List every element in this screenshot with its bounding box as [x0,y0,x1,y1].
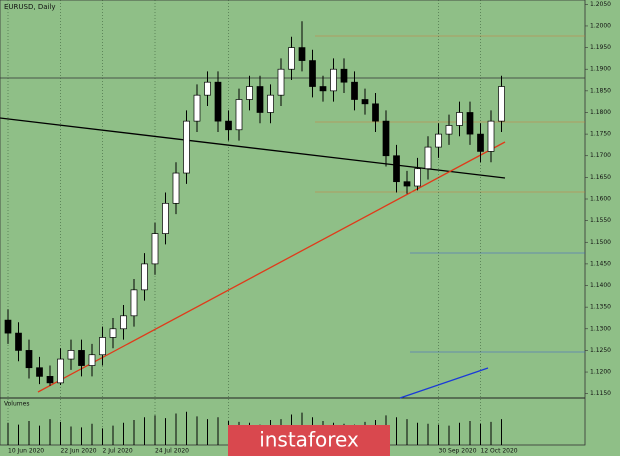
trend-line [0,117,506,179]
candle-body [361,99,369,105]
y-tick-label: 1.1300 [590,325,611,332]
candle-body [46,376,54,384]
candle-body [25,350,33,369]
candle-body [67,350,75,360]
channel-line [399,367,489,399]
candle-body [340,68,348,83]
candle-body [162,202,169,234]
y-tick-label: 1.1450 [590,260,611,267]
candle-body [4,319,12,334]
candle-body [372,103,379,122]
candle-body [78,350,85,366]
y-tick-label: 1.1350 [590,304,611,311]
candle-body [424,146,432,170]
y-tick-label: 1.1900 [590,66,611,73]
x-tick-label: 24 Jul 2020 [155,448,189,455]
candle-body [120,315,127,330]
x-tick-label: 22 Jun 2020 [61,448,97,455]
candle-body [141,263,148,291]
candle-body [403,181,411,187]
y-tick-label: 1.1250 [590,347,611,354]
candle-body [330,68,337,92]
y-tick-label: 1.1200 [590,369,611,376]
y-tick-label: 1.1150 [590,390,611,397]
candle-body [466,112,474,135]
x-tick-label: 2 Jul 2020 [103,448,133,455]
y-tick-label: 1.2050 [590,1,611,8]
candle-body [57,358,64,384]
candle-body [445,125,453,135]
candle-body [498,86,505,122]
y-tick-label: 1.1550 [590,217,611,224]
candle-body [477,133,484,152]
candle-body [130,289,138,317]
candle-body [172,172,180,204]
chart-title: EURUSD, Daily [4,3,56,11]
candle-body [109,328,117,338]
x-tick-label: 10 Jun 2020 [8,448,44,455]
candle-body [99,337,106,356]
volume-title: Volumes [4,401,29,408]
y-tick-label: 1.1800 [590,109,611,116]
x-tick-label: 30 Sep 2020 [439,448,477,455]
candle-body [309,60,316,87]
candle-body [88,354,96,366]
candle-body [225,120,232,131]
y-tick-label: 1.1950 [590,44,611,51]
candle-body [351,81,358,100]
candle-body [414,168,421,187]
candle-body [235,99,243,131]
candle-body [246,86,253,100]
candle-body [183,120,190,174]
candle-body [193,94,201,122]
candle-body [382,120,390,157]
candle-body [267,94,274,113]
candle-body [15,332,22,351]
candle-body [277,68,285,96]
x-tick-label: 12 Oct 2020 [481,448,518,455]
y-tick-label: 1.1750 [590,131,611,138]
candle-body [319,86,327,92]
candle-body [288,47,295,70]
y-tick-label: 1.1500 [590,239,611,246]
support-line [37,141,506,393]
candle-body [435,133,442,148]
y-tick-label: 1.1700 [590,152,611,159]
candle-body [298,47,306,61]
y-tick-label: 1.1650 [590,174,611,181]
y-tick-label: 1.1600 [590,196,611,203]
candle-body [456,112,463,126]
candle-body [487,120,495,152]
candle-body [204,81,211,96]
y-tick-label: 1.1400 [590,282,611,289]
y-tick-label: 1.2000 [590,22,611,29]
y-tick-label: 1.1850 [590,87,611,94]
candle-body [36,367,43,377]
watermark-box [228,425,390,456]
candle-body [393,155,400,183]
candle-body [151,233,159,265]
candle-body [256,86,264,113]
watermark: instaforex [259,428,359,452]
candle-body [214,81,222,122]
